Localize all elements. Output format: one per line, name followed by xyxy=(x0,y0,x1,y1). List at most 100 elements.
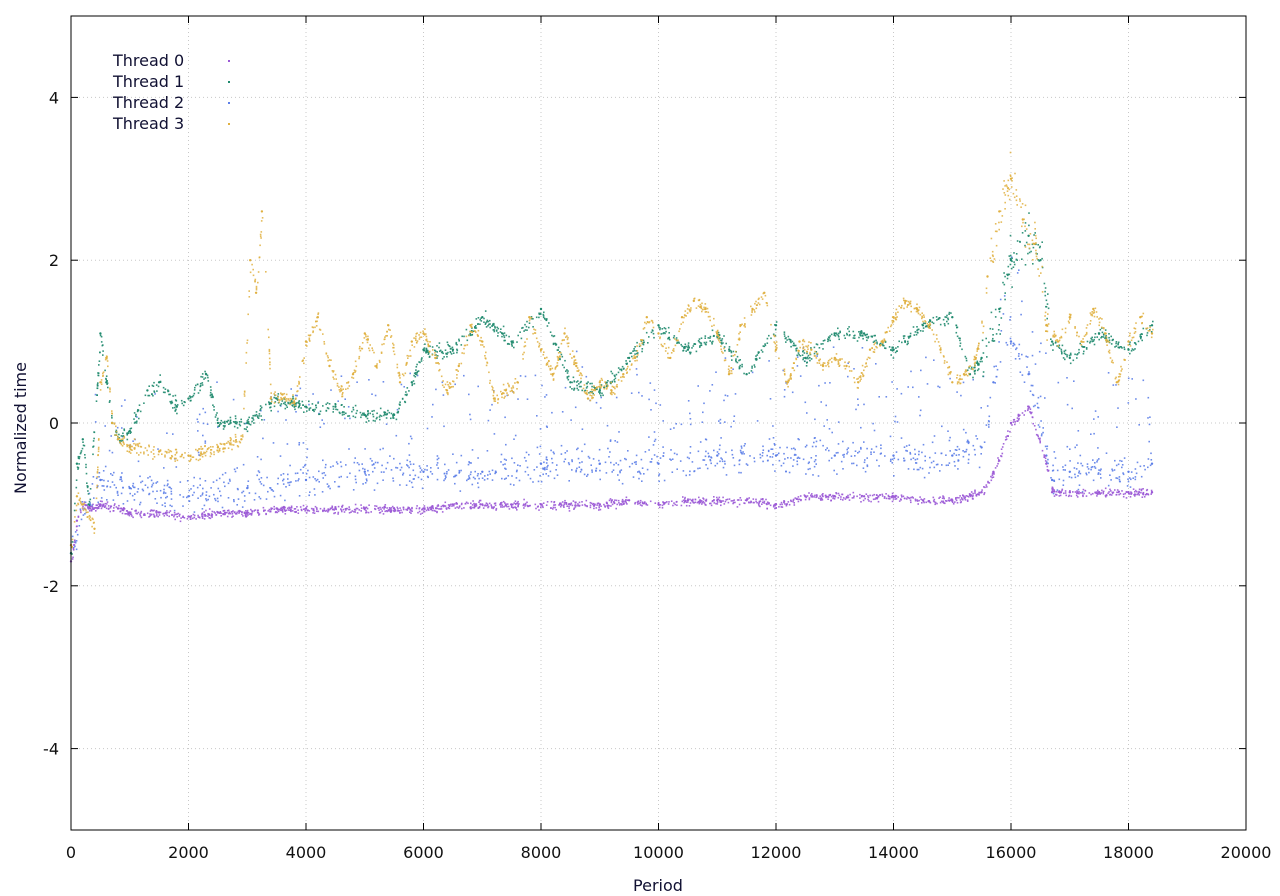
data-point xyxy=(698,496,700,499)
data-point xyxy=(247,514,249,516)
data-point xyxy=(285,509,287,512)
data-point xyxy=(245,510,247,512)
data-point xyxy=(933,498,936,501)
data-point xyxy=(411,506,413,509)
data-point xyxy=(571,459,573,461)
data-point xyxy=(921,502,923,504)
data-point xyxy=(412,478,415,480)
data-point xyxy=(125,513,128,515)
data-point xyxy=(444,501,447,504)
data-point xyxy=(437,504,439,506)
data-point xyxy=(477,317,480,319)
data-point xyxy=(705,438,708,441)
data-point xyxy=(467,478,469,480)
data-point xyxy=(247,480,250,482)
data-point xyxy=(598,459,600,462)
data-point xyxy=(385,417,388,419)
data-point xyxy=(939,501,942,504)
data-point xyxy=(669,458,671,460)
data-point xyxy=(739,364,741,367)
data-point xyxy=(130,513,133,515)
data-point xyxy=(1107,492,1109,495)
data-point xyxy=(977,362,979,365)
data-point xyxy=(582,387,585,390)
data-point xyxy=(489,323,491,325)
data-point xyxy=(1109,357,1112,359)
data-point xyxy=(392,417,395,419)
data-point xyxy=(1064,492,1067,494)
data-point xyxy=(815,351,818,353)
data-point xyxy=(1073,380,1075,382)
data-point xyxy=(1102,492,1105,495)
data-point xyxy=(229,480,231,482)
data-point xyxy=(191,517,194,520)
data-point xyxy=(785,382,787,384)
data-point xyxy=(919,330,922,332)
data-point xyxy=(355,481,357,484)
data-point xyxy=(314,408,316,411)
data-point xyxy=(573,508,575,510)
data-point xyxy=(549,331,552,333)
data-point xyxy=(151,484,154,486)
data-point xyxy=(689,502,692,504)
data-point xyxy=(116,490,119,493)
data-point xyxy=(764,344,767,347)
data-point xyxy=(986,356,988,358)
data-point xyxy=(619,470,621,472)
data-point xyxy=(1114,377,1117,380)
data-point xyxy=(859,333,861,335)
data-point xyxy=(973,448,976,451)
data-point xyxy=(836,473,838,475)
data-anchor-point xyxy=(804,356,807,360)
data-point xyxy=(677,341,680,343)
data-point xyxy=(1116,477,1119,480)
data-point xyxy=(965,495,968,497)
data-point xyxy=(265,498,268,500)
data-point xyxy=(129,492,131,495)
data-point xyxy=(798,438,800,441)
data-point xyxy=(522,326,524,329)
data-point xyxy=(742,451,744,453)
data-point xyxy=(546,426,548,428)
data-point xyxy=(1037,437,1040,440)
data-point xyxy=(201,492,204,494)
data-point xyxy=(136,420,138,423)
data-point xyxy=(423,507,426,509)
data-point xyxy=(356,462,359,464)
data-point xyxy=(1009,234,1012,237)
data-point xyxy=(635,454,638,457)
data-point xyxy=(827,496,830,498)
data-point xyxy=(776,347,778,349)
data-point xyxy=(1090,337,1092,340)
data-point xyxy=(923,498,926,500)
data-point xyxy=(260,231,263,233)
data-point xyxy=(900,494,903,496)
data-point xyxy=(169,393,171,396)
data-point xyxy=(514,503,517,506)
data-point xyxy=(816,355,818,357)
data-point xyxy=(408,454,411,456)
data-point xyxy=(942,496,945,498)
data-point xyxy=(565,370,567,372)
data-point xyxy=(423,347,426,349)
data-point xyxy=(880,447,882,450)
data-point xyxy=(924,320,926,322)
data-point xyxy=(239,510,242,513)
data-point xyxy=(203,511,205,513)
data-point xyxy=(384,510,386,513)
data-point xyxy=(625,360,627,362)
data-point xyxy=(438,346,440,349)
data-point xyxy=(302,442,305,444)
data-point xyxy=(1118,493,1120,496)
data-point xyxy=(1054,457,1057,459)
data-point xyxy=(368,420,370,422)
data-point xyxy=(898,500,901,502)
data-point xyxy=(113,484,116,486)
data-point xyxy=(1055,494,1058,496)
data-point xyxy=(171,400,173,403)
data-point xyxy=(418,507,421,509)
data-point xyxy=(208,513,211,515)
data-anchor-point xyxy=(451,503,455,506)
data-point xyxy=(846,334,848,336)
data-point xyxy=(486,478,489,480)
